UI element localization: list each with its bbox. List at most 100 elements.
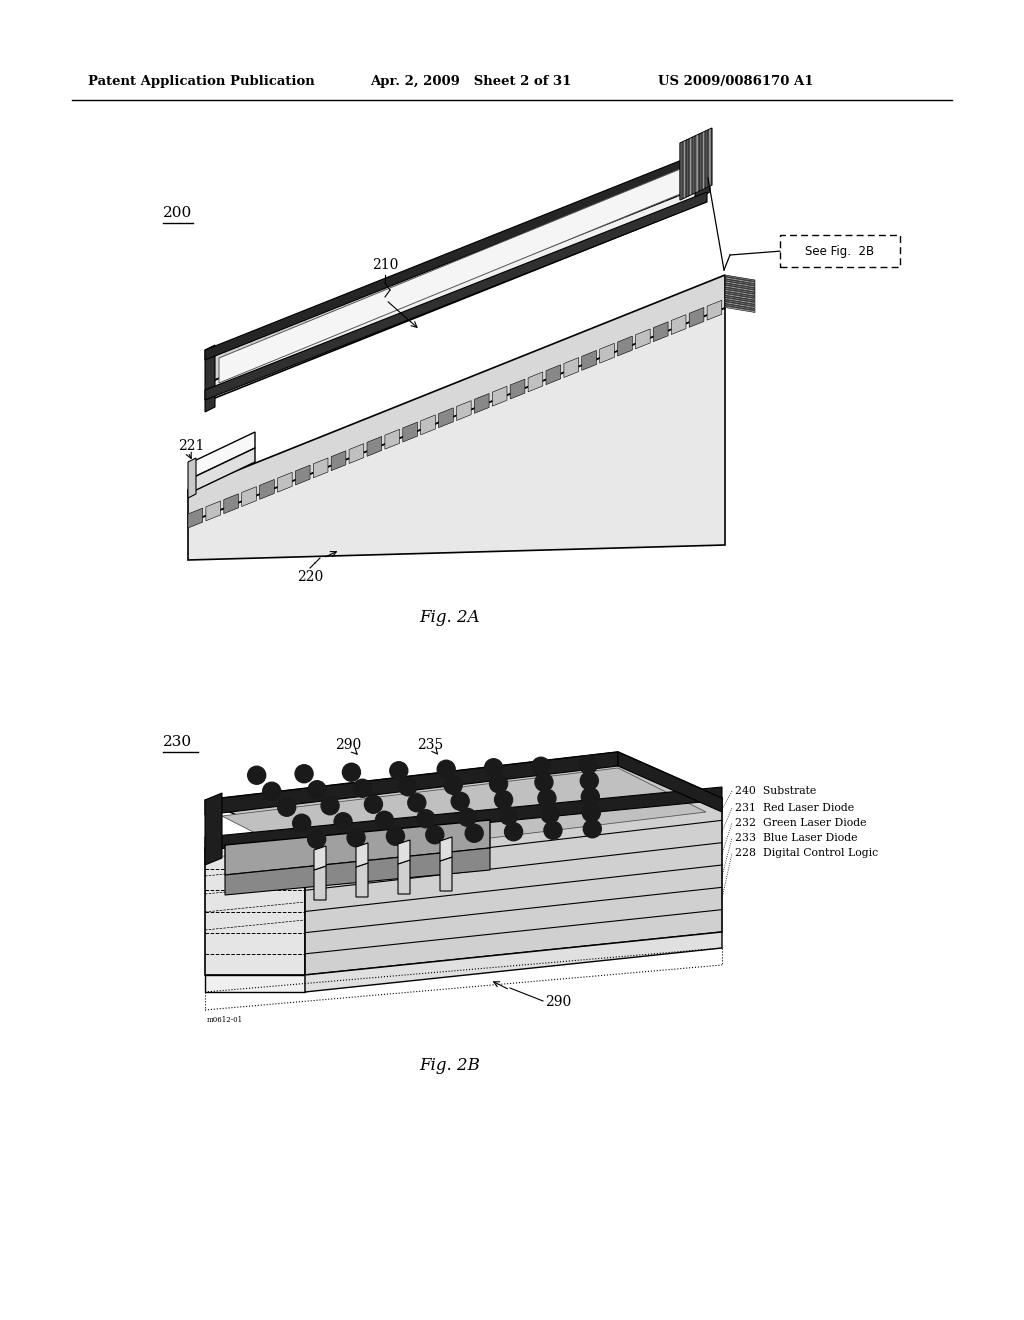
Text: 233  Blue Laser Diode: 233 Blue Laser Diode (735, 833, 857, 843)
Polygon shape (188, 275, 725, 523)
Polygon shape (725, 285, 755, 292)
Polygon shape (225, 820, 490, 875)
Polygon shape (205, 787, 722, 850)
Polygon shape (725, 302, 755, 309)
Polygon shape (683, 140, 685, 198)
Polygon shape (546, 364, 561, 384)
Text: 221: 221 (178, 440, 205, 453)
Polygon shape (725, 293, 755, 300)
Circle shape (408, 793, 426, 812)
Polygon shape (193, 432, 255, 478)
Polygon shape (699, 133, 701, 191)
Text: 210: 210 (372, 257, 398, 272)
Polygon shape (510, 379, 525, 399)
Polygon shape (725, 304, 755, 310)
Circle shape (390, 762, 408, 780)
Polygon shape (618, 752, 722, 812)
Polygon shape (725, 288, 755, 294)
Polygon shape (206, 502, 220, 521)
Text: 228  Digital Control Logic: 228 Digital Control Logic (735, 847, 879, 858)
Polygon shape (725, 296, 755, 302)
Text: 200: 200 (163, 206, 193, 220)
Polygon shape (680, 128, 712, 201)
Polygon shape (725, 275, 755, 281)
Polygon shape (225, 847, 490, 895)
Circle shape (535, 774, 553, 791)
Circle shape (584, 820, 601, 838)
Circle shape (353, 779, 372, 797)
Circle shape (489, 775, 508, 793)
Polygon shape (313, 458, 328, 478)
Polygon shape (725, 277, 755, 284)
Polygon shape (725, 306, 755, 313)
Polygon shape (314, 866, 326, 900)
Polygon shape (210, 185, 705, 400)
Polygon shape (314, 846, 326, 870)
Text: 232  Green Laser Diode: 232 Green Laser Diode (735, 818, 866, 828)
Circle shape (278, 799, 296, 816)
Polygon shape (693, 136, 695, 194)
Circle shape (347, 829, 366, 846)
Text: Fig. 2A: Fig. 2A (420, 610, 480, 627)
Polygon shape (706, 129, 708, 187)
Polygon shape (188, 508, 203, 528)
Circle shape (248, 766, 265, 784)
Circle shape (376, 812, 393, 829)
Circle shape (342, 763, 360, 781)
Polygon shape (193, 447, 255, 492)
Text: Patent Application Publication: Patent Application Publication (88, 75, 314, 88)
Polygon shape (205, 345, 215, 412)
Polygon shape (356, 843, 368, 867)
Circle shape (334, 813, 352, 830)
Polygon shape (367, 437, 382, 457)
Polygon shape (680, 143, 682, 201)
Circle shape (500, 807, 517, 825)
Polygon shape (398, 861, 410, 894)
Text: US 2009/0086170 A1: US 2009/0086170 A1 (658, 75, 813, 88)
Polygon shape (725, 300, 755, 306)
Circle shape (426, 826, 443, 843)
Polygon shape (205, 975, 305, 993)
Circle shape (452, 792, 469, 810)
Circle shape (295, 764, 313, 783)
Polygon shape (457, 401, 471, 421)
Polygon shape (331, 451, 346, 471)
Polygon shape (398, 840, 410, 865)
Circle shape (398, 777, 417, 796)
Polygon shape (188, 308, 725, 560)
Polygon shape (305, 799, 722, 975)
Circle shape (293, 814, 310, 832)
Circle shape (531, 758, 550, 775)
Text: 235: 235 (417, 738, 443, 752)
Polygon shape (686, 139, 688, 197)
Circle shape (458, 808, 476, 826)
Text: 230: 230 (163, 735, 193, 748)
Polygon shape (689, 308, 703, 327)
Circle shape (263, 783, 281, 800)
Polygon shape (205, 847, 305, 975)
Circle shape (386, 828, 404, 845)
Polygon shape (205, 191, 707, 400)
Circle shape (544, 821, 562, 840)
Circle shape (495, 791, 513, 809)
Polygon shape (695, 143, 710, 201)
Circle shape (365, 795, 382, 813)
Circle shape (444, 776, 462, 795)
Circle shape (580, 756, 597, 774)
Text: See Fig.  2B: See Fig. 2B (806, 244, 874, 257)
Polygon shape (636, 329, 650, 348)
Circle shape (583, 804, 600, 822)
Polygon shape (438, 408, 454, 428)
Polygon shape (222, 768, 706, 861)
Circle shape (582, 788, 599, 805)
Polygon shape (708, 300, 722, 321)
Polygon shape (672, 314, 686, 334)
Polygon shape (421, 414, 435, 434)
Circle shape (308, 780, 326, 799)
Polygon shape (725, 298, 755, 304)
Polygon shape (205, 752, 722, 847)
Polygon shape (564, 358, 579, 378)
Polygon shape (582, 350, 596, 371)
Polygon shape (260, 479, 274, 499)
Polygon shape (278, 473, 292, 492)
